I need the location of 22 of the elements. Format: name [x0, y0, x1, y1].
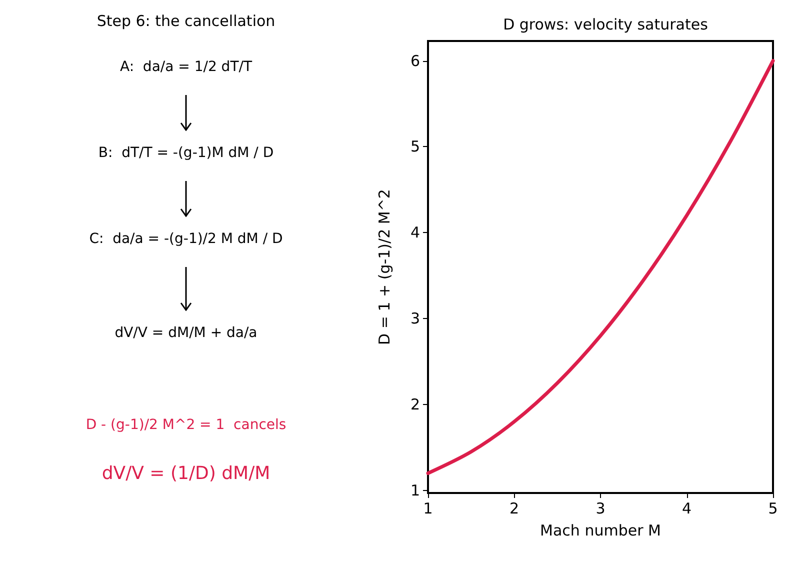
chart-title: D grows: velocity saturates	[503, 16, 708, 34]
x-tick-label: 1	[423, 500, 433, 518]
y-tick-label: 4	[410, 224, 420, 242]
text: A: da/a = 1/2 dT/T	[118, 58, 254, 77]
x-tick-label: 5	[768, 500, 778, 518]
x-tick-label: 4	[682, 500, 692, 518]
x-axis-title: Mach number M	[540, 522, 661, 540]
text: dV/V = dM/M + da/a	[114, 324, 258, 343]
text: D - (g-1)/2 M^2 = 1 cancels	[84, 416, 288, 435]
text: C: da/a = -(g-1)/2 M dM / D	[88, 230, 284, 249]
y-tick-label: 2	[410, 395, 420, 414]
x-tick-label: 2	[509, 500, 520, 518]
text: Step 6: the cancellation	[96, 12, 276, 30]
y-axis-title: D = 1 + (g-1)/2 M^2	[376, 189, 394, 345]
y-tick-label: 1	[410, 481, 420, 500]
y-tick-label: 5	[410, 138, 420, 156]
text: dV/V = (1/D) dM/M	[100, 463, 272, 484]
x-tick-label: 3	[596, 500, 606, 518]
line-series	[426, 59, 775, 475]
text: B: dT/T = -(g-1)M dM / D	[97, 144, 275, 163]
y-tick-label: 6	[410, 52, 420, 70]
y-tick-label: 3	[410, 310, 420, 328]
